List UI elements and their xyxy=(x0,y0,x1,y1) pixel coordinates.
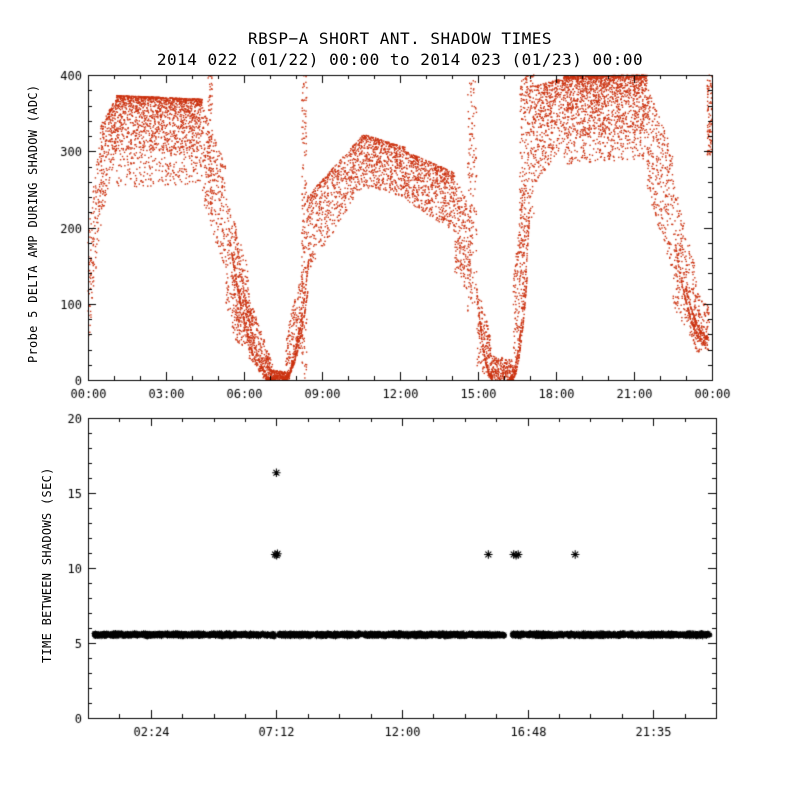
chart-title: RBSP−A SHORT ANT. SHADOW TIMES xyxy=(248,29,552,48)
chart-subtitle: 2014 022 (01/22) 00:00 to 2014 023 (01/2… xyxy=(156,50,644,69)
bottom-panel-y-axis-label: TIME BETWEEN SHADOWS (SEC) xyxy=(40,467,54,663)
top-panel-y-axis-label: Probe 5 DELTA AMP DURING SHADOW (ADC) xyxy=(26,84,40,363)
